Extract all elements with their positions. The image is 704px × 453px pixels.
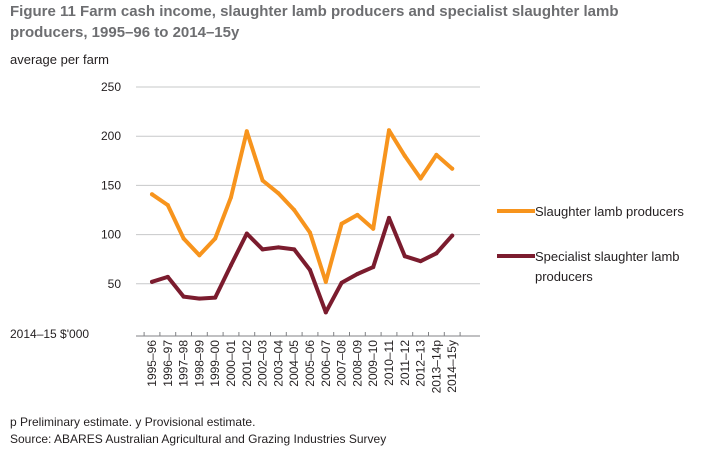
data-point bbox=[434, 251, 439, 256]
data-point bbox=[276, 245, 281, 250]
data-point bbox=[450, 233, 455, 238]
gridlines bbox=[136, 86, 480, 285]
data-point bbox=[276, 191, 281, 196]
data-point bbox=[402, 153, 407, 158]
data-point bbox=[371, 265, 376, 270]
data-point bbox=[292, 247, 297, 252]
x-tick-label: 2010–11 bbox=[382, 340, 396, 386]
legend-label-2: Specialist slaughter lamb producers bbox=[535, 249, 680, 284]
data-point bbox=[197, 253, 202, 258]
data-point bbox=[181, 294, 186, 299]
data-point bbox=[260, 247, 265, 252]
data-point bbox=[387, 215, 391, 220]
line-chart: 50 100 150 200 250 1995–96 1996–97 1997–98 1998… bbox=[101, 80, 684, 393]
data-point bbox=[260, 178, 265, 183]
x-tick-label: 2012–13 bbox=[414, 340, 428, 387]
data-point bbox=[450, 166, 455, 171]
data-point bbox=[229, 263, 233, 268]
data-point bbox=[165, 203, 170, 208]
y-tick-label: 150 bbox=[101, 178, 121, 192]
y-tick-label: 200 bbox=[101, 129, 121, 143]
x-tick-label: 2006–07 bbox=[319, 340, 333, 387]
data-point bbox=[355, 271, 360, 276]
x-axis: 1995–96 1996–97 1997–98 1998–99 1999–00 2000–… bbox=[136, 332, 480, 393]
x-tick-label: 2001–02 bbox=[240, 340, 254, 387]
data-point bbox=[323, 310, 328, 315]
data-point bbox=[355, 212, 360, 217]
legend-label-1: Slaughter lamb producers bbox=[535, 204, 684, 219]
data-point bbox=[181, 236, 186, 241]
data-point bbox=[213, 295, 218, 300]
data-point bbox=[244, 129, 249, 134]
data-point bbox=[308, 230, 312, 235]
data-point bbox=[213, 236, 218, 241]
x-tick-label: 2009–10 bbox=[366, 340, 380, 387]
y-tick-label: 100 bbox=[101, 228, 121, 242]
x-tick-label: 2000–01 bbox=[224, 340, 238, 387]
data-point bbox=[308, 268, 312, 273]
x-tick-label: 2002–03 bbox=[256, 340, 270, 387]
x-tick-label: 1998–99 bbox=[192, 340, 206, 387]
series-lines bbox=[150, 128, 455, 315]
data-point bbox=[339, 280, 344, 285]
x-tick-label: 2011–12 bbox=[398, 340, 412, 386]
x-tick-label: 2013–14p bbox=[429, 340, 443, 394]
y-axis-label: average per farm bbox=[10, 52, 109, 67]
x-tick-label: 1997–98 bbox=[177, 340, 191, 387]
x-tick-label: 2008–09 bbox=[350, 340, 364, 387]
legend: Slaughter lamb producers Specialist slaug… bbox=[497, 204, 684, 284]
x-tick-label: 2003–04 bbox=[271, 340, 285, 387]
data-point bbox=[402, 254, 407, 259]
x-tick-label: 2005–06 bbox=[303, 340, 317, 387]
data-point bbox=[418, 259, 423, 264]
data-point bbox=[150, 279, 154, 284]
y-tick-label: 250 bbox=[101, 80, 121, 94]
x-tick-label: 2004–05 bbox=[287, 340, 301, 387]
series-line-2 bbox=[150, 215, 455, 315]
x-tick-label: 2014–15y bbox=[445, 340, 459, 393]
series-line-1 bbox=[150, 128, 455, 284]
data-point bbox=[434, 152, 439, 157]
data-point bbox=[371, 226, 376, 231]
data-point bbox=[418, 176, 423, 181]
y-tick-label: 50 bbox=[108, 277, 122, 291]
x-tick-label: 1995–96 bbox=[145, 340, 159, 387]
data-point bbox=[165, 274, 170, 279]
data-point bbox=[323, 279, 328, 284]
unit-label: 2014–15 $'000 bbox=[10, 327, 90, 341]
data-point bbox=[292, 208, 297, 212]
source-note: Source: ABARES Australian Agricultural a… bbox=[10, 432, 387, 446]
data-point bbox=[339, 221, 344, 226]
data-point bbox=[244, 231, 249, 236]
footnote: p Preliminary estimate. y Provisional es… bbox=[10, 415, 256, 429]
x-tick-label: 2007–08 bbox=[335, 340, 349, 387]
data-point bbox=[387, 128, 391, 133]
data-point bbox=[229, 195, 233, 200]
chart-title: Figure 11 Farm cash income, slaughter la… bbox=[10, 3, 619, 41]
data-point bbox=[150, 192, 154, 197]
data-point bbox=[197, 296, 202, 301]
x-tick-label: 1996–97 bbox=[161, 340, 175, 387]
x-tick-label: 1999–00 bbox=[208, 340, 222, 387]
y-tick-labels: 50 100 150 200 250 bbox=[101, 80, 121, 291]
